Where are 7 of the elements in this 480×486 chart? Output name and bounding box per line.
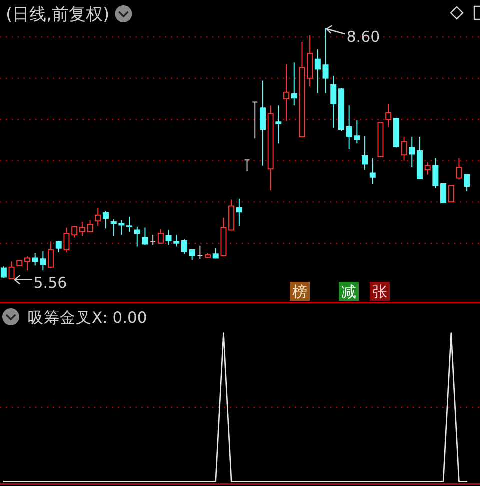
badge: 减	[339, 282, 359, 301]
badge: 榜	[290, 282, 310, 301]
badge: 张	[370, 282, 390, 301]
chart-title: (日线,前复权)	[6, 5, 110, 25]
chart-title: 吸筹金叉X: 0.00	[28, 309, 148, 327]
annotation: 5.56	[34, 274, 68, 292]
annotation: 8.60	[346, 28, 380, 46]
